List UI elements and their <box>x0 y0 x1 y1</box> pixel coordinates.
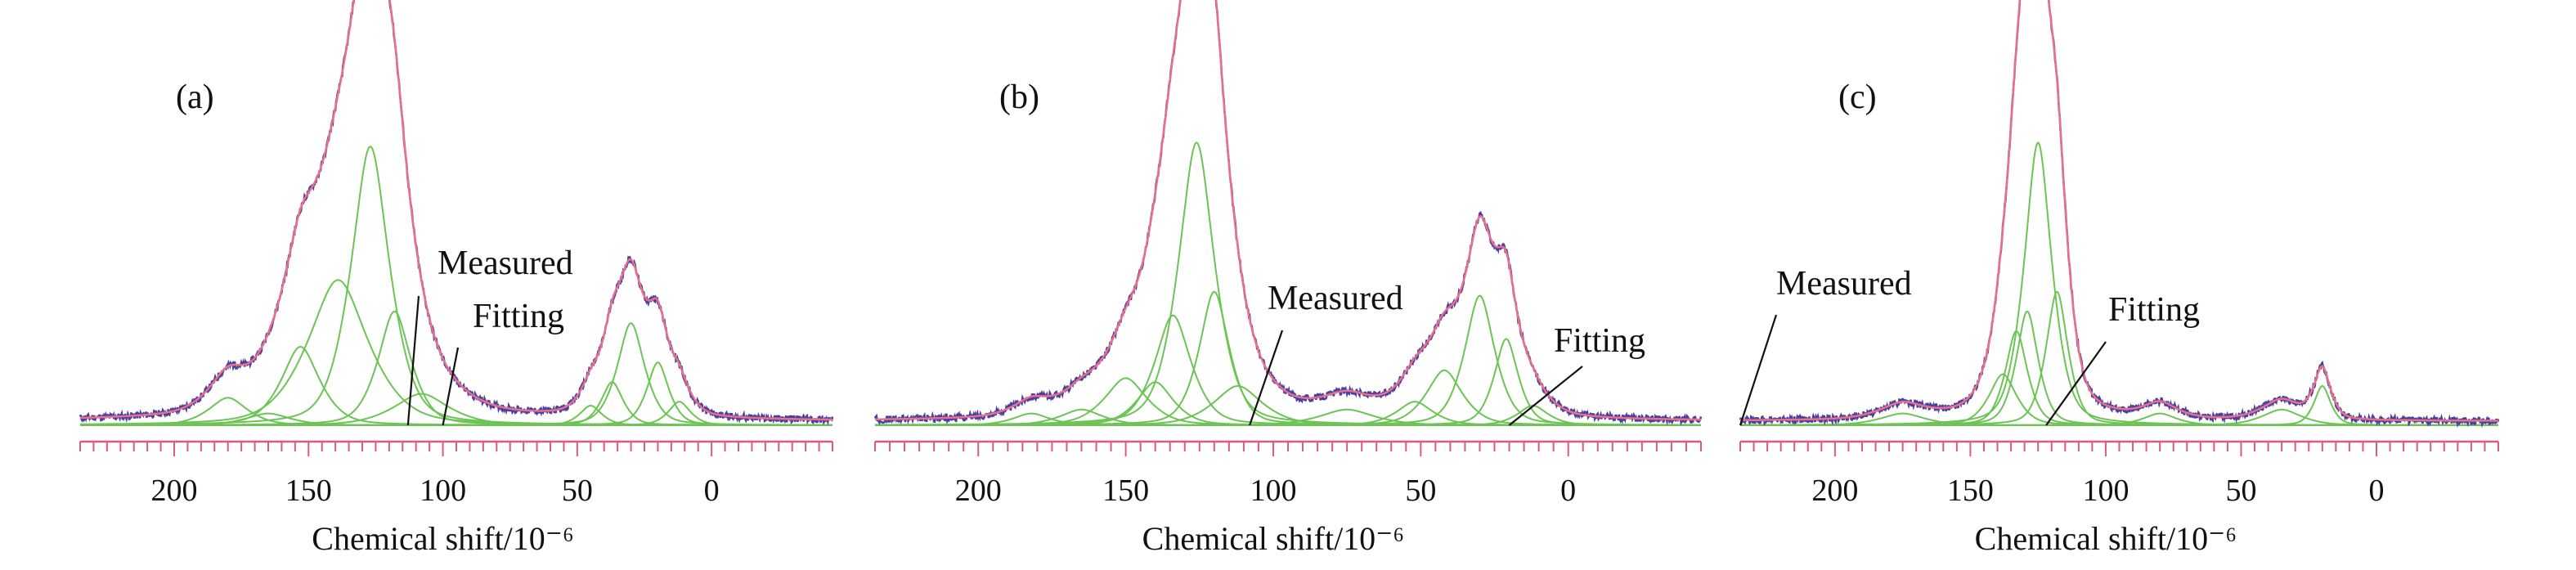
x-tick-label: 100 <box>2082 474 2129 508</box>
x-tick-label: 50 <box>2225 474 2256 508</box>
component-peak-12 <box>80 401 832 426</box>
annotation-leader-line <box>442 347 460 426</box>
annotation-leader-line <box>1508 366 1583 426</box>
x-tick-label: 0 <box>704 474 720 508</box>
x-tick-label: 100 <box>1250 474 1296 508</box>
chart-panel-3: 200 150 100 50 0 Chemical shift/10⁻⁶ (c) Measur… <box>1739 0 2500 557</box>
x-tick-label: 150 <box>1102 474 1149 508</box>
x-axis-title: Chemical shift/10⁻⁶ <box>1142 520 1405 557</box>
annotation-measured: Measured <box>438 245 573 282</box>
x-tick-label: 50 <box>1405 474 1436 508</box>
x-tick-label: 200 <box>151 474 198 508</box>
measured-spectrum-line <box>873 0 1703 426</box>
x-tick-label: 0 <box>2369 474 2385 508</box>
annotation-fitting: Fitting <box>1554 322 1645 360</box>
chart-panel-2: 200 150 100 50 0 Chemical shift/10⁻⁶ (b) Measur… <box>873 0 1703 557</box>
annotation-leader-line <box>1249 330 1284 426</box>
annotation-fitting: Fitting <box>2108 291 2200 329</box>
annotation-leader-line <box>1739 314 1778 426</box>
panel-label: (c) <box>1838 79 1877 116</box>
x-tick-label: 200 <box>955 474 1002 508</box>
component-peak-14 <box>875 405 1701 426</box>
annotation-measured: Measured <box>1776 265 1912 303</box>
measured-spectrum-line <box>79 0 834 426</box>
measured-spectrum-line <box>1739 0 2500 429</box>
fitting-envelope-line <box>1739 0 2498 422</box>
component-peak-6 <box>80 310 832 426</box>
x-tick-label: 50 <box>562 474 593 508</box>
component-peak-9 <box>1740 384 2498 426</box>
component-peak-4 <box>875 381 1701 426</box>
annotation-measured: Measured <box>1268 280 1403 317</box>
component-peak-10 <box>80 322 832 426</box>
annotation-leader-line <box>2045 341 2107 426</box>
x-axis-title: Chemical shift/10⁻⁶ <box>1975 520 2237 557</box>
x-axis-title: Chemical shift/10⁻⁶ <box>312 520 574 557</box>
x-tick-label: 100 <box>420 474 466 508</box>
panel-label: (b) <box>999 79 1039 116</box>
fitting-envelope-line <box>80 0 832 421</box>
x-tick-label: 200 <box>1811 474 1858 508</box>
annotation-leader-line <box>406 295 420 426</box>
chart-panel-1: 200 150 100 50 0 Chemical shift/10⁻⁶ (a) Measur… <box>79 0 834 557</box>
x-tick-label: 150 <box>285 474 332 508</box>
annotation-fitting: Fitting <box>473 298 564 335</box>
x-tick-label: 150 <box>1947 474 1994 508</box>
panel-label: (a) <box>176 79 214 116</box>
fitting-envelope-line <box>875 0 1701 421</box>
x-tick-label: 0 <box>1560 474 1576 508</box>
